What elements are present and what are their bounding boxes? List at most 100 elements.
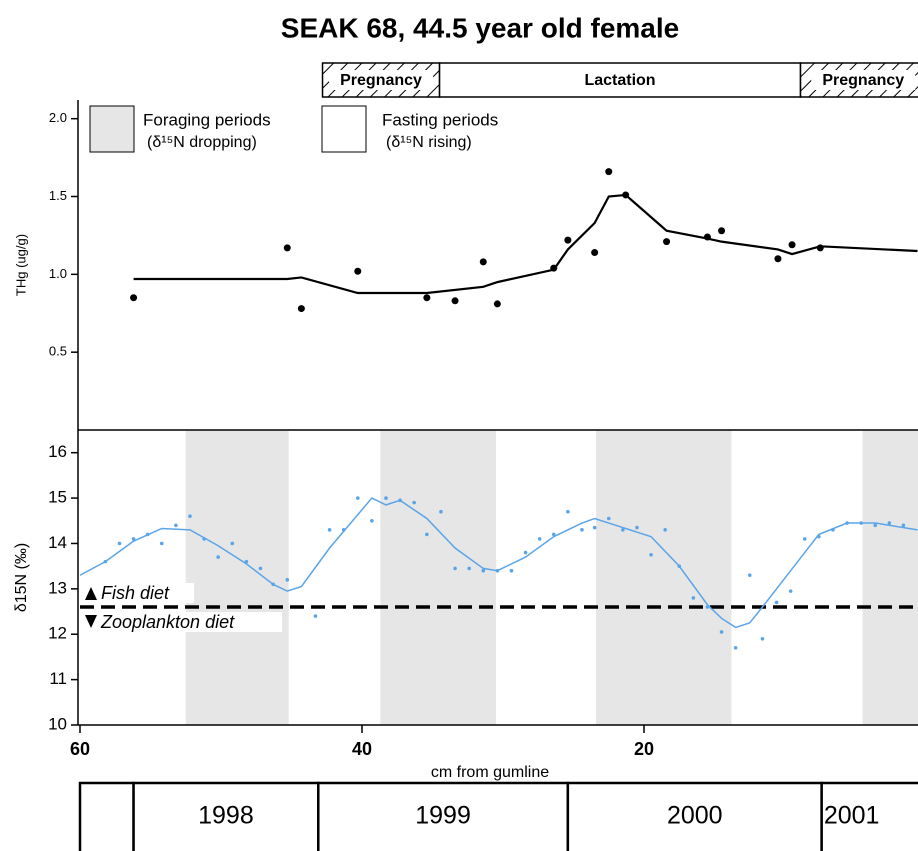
x-axis-label: cm from gumline <box>431 764 549 781</box>
arrow-up <box>85 587 97 600</box>
year-label: 1998 <box>198 802 254 830</box>
data-point <box>788 241 796 249</box>
data-point <box>718 227 726 235</box>
y-tick-label: 16 <box>48 442 67 461</box>
reproductive-label: Pregnancy <box>822 72 904 89</box>
data-point <box>493 300 501 308</box>
data-point <box>564 236 572 244</box>
data-point <box>760 636 765 641</box>
data-point <box>592 525 597 530</box>
foraging-band <box>185 430 289 725</box>
label-bg <box>82 612 282 632</box>
y-tick-label: 11 <box>49 669 67 688</box>
data-point <box>355 496 360 500</box>
data-point <box>873 523 878 528</box>
legend-label: Foraging periods <box>143 110 271 129</box>
data-point <box>283 244 291 252</box>
year-label: 2001 <box>824 802 880 830</box>
data-point <box>370 518 374 523</box>
label-bg <box>329 70 434 90</box>
data-point <box>663 528 667 532</box>
year-cell <box>820 781 918 851</box>
data-point <box>802 537 807 541</box>
data-point <box>188 514 192 519</box>
foraging-band <box>596 430 732 725</box>
data-point <box>663 238 671 246</box>
foraging-band <box>380 430 496 725</box>
data-point <box>649 553 653 557</box>
data-point <box>412 500 416 505</box>
data-point <box>481 568 486 573</box>
data-point <box>733 646 738 650</box>
data-point <box>719 630 724 634</box>
y-tick-label: 13 <box>48 578 67 597</box>
data-point <box>174 523 178 528</box>
data-point <box>423 294 431 302</box>
legend-note: (δ¹⁵N dropping) <box>147 134 257 151</box>
foraging-band <box>862 430 918 725</box>
data-point <box>691 596 696 600</box>
data-point <box>509 568 514 573</box>
chart-title: SEAK 68, 44.5 year old female <box>281 12 679 43</box>
data-point <box>131 537 136 541</box>
fit-line <box>133 193 918 295</box>
data-point <box>635 525 639 530</box>
annotation: Fish diet <box>101 583 170 603</box>
data-point <box>580 528 584 532</box>
data-point <box>258 566 263 571</box>
data-point <box>285 577 290 582</box>
reproductive-label: Lactation <box>584 72 655 89</box>
annotation: Zooplankton diet <box>100 612 235 632</box>
y-tick-label: 10 <box>48 714 67 733</box>
data-point <box>159 541 164 546</box>
y-tick-label: 2.0 <box>49 110 67 125</box>
x-tick-label: 20 <box>634 739 654 759</box>
data-point <box>130 294 138 302</box>
data-point <box>605 168 613 176</box>
y-tick-label: 1.5 <box>49 188 67 203</box>
data-point <box>566 509 570 514</box>
data-point <box>621 528 625 532</box>
data-point <box>887 521 892 525</box>
data-point <box>117 541 122 546</box>
data-point <box>591 249 599 257</box>
y-tick-label: 15 <box>48 488 67 507</box>
reproductive-period <box>438 62 802 98</box>
legend-note: (δ¹⁵N rising) <box>386 134 472 151</box>
data-point <box>453 566 457 571</box>
data-point <box>297 305 305 313</box>
data-point <box>439 509 443 514</box>
data-point <box>606 516 611 521</box>
data-point <box>747 573 752 578</box>
y-tick-label: 0.5 <box>49 344 67 359</box>
data-point <box>788 589 793 593</box>
y-tick-label: 1.0 <box>49 266 67 281</box>
data-point <box>451 297 459 305</box>
legend-swatch <box>89 105 135 153</box>
data-point <box>774 600 779 605</box>
label-bg <box>811 70 916 90</box>
data-point <box>313 614 318 618</box>
y-axis-label: THg (ug/g) <box>13 234 28 296</box>
data-point <box>479 258 487 266</box>
reproductive-label: Pregnancy <box>340 72 422 89</box>
label-bg <box>82 583 194 603</box>
data-point <box>551 532 556 537</box>
year-label: 1999 <box>415 802 471 830</box>
y-tick-label: 14 <box>48 533 67 552</box>
y-tick-label: 12 <box>48 624 67 643</box>
legend-label: Fasting periods <box>382 110 498 129</box>
data-point <box>537 537 542 541</box>
data-point <box>901 523 906 528</box>
arrow-down <box>85 615 97 628</box>
data-point <box>327 528 332 532</box>
legend-swatch <box>321 105 367 153</box>
data-point <box>354 267 362 275</box>
year-cell <box>132 781 320 851</box>
data-point <box>425 532 429 537</box>
data-point <box>774 255 782 263</box>
x-tick-label: 40 <box>352 739 372 759</box>
data-point <box>467 566 471 571</box>
data-point <box>384 496 388 500</box>
